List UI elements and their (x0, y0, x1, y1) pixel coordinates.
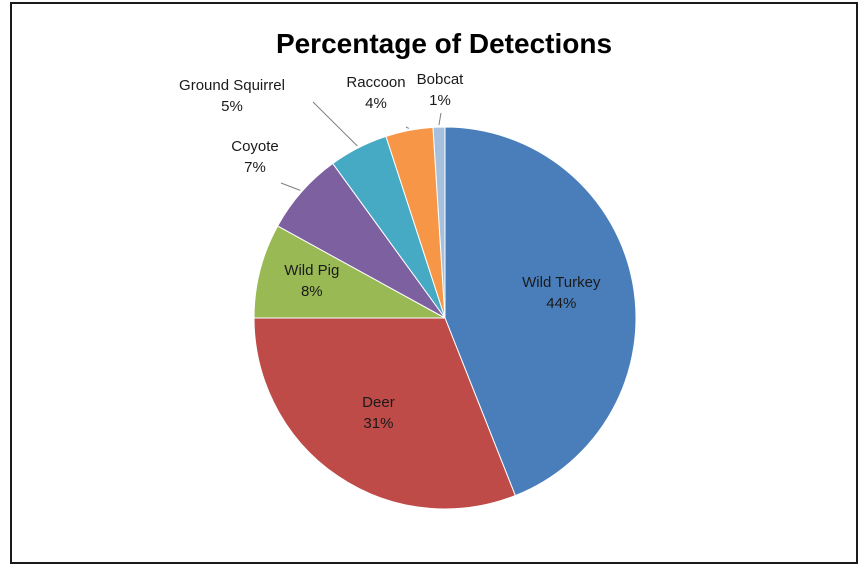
leader-lines (280, 101, 442, 191)
pie-slice-wild-turkey (444, 126, 637, 497)
slice-name-coyote: Coyote (231, 138, 279, 155)
pie-slices (253, 126, 637, 510)
slice-value-coyote: 7% (244, 159, 266, 176)
slice-name-deer: Deer (362, 394, 395, 411)
slice-value-deer: 31% (363, 415, 393, 432)
slice-label-bobcat: Bobcat 1% (417, 71, 465, 109)
slice-label-ground-squirrel: Ground Squirrel 5% (179, 77, 285, 115)
slice-name-bobcat: Bobcat (417, 71, 465, 88)
leader-line-bobcat (438, 112, 442, 126)
slice-name-raccoon: Raccoon (346, 74, 405, 91)
pie-slice-wild-pig (253, 225, 446, 319)
leader-line-raccoon (405, 126, 410, 129)
slice-name-ground-squirrel: Ground Squirrel (179, 77, 285, 94)
slice-label-coyote: Coyote 7% (231, 138, 279, 176)
slice-labels: Wild Turkey 44% Deer 31% Wild Pig 8% Coyote 7% G… (179, 71, 601, 432)
slice-name-wild-pig: Wild Pig (284, 262, 339, 279)
slice-label-deer: Deer 31% (362, 394, 395, 432)
slice-value-raccoon: 4% (365, 95, 387, 112)
slice-value-bobcat: 1% (429, 92, 451, 109)
pie-slice-bobcat (432, 126, 446, 319)
leader-line-ground-squirrel (312, 101, 358, 147)
slice-label-raccoon: Raccoon 4% (346, 74, 405, 112)
slice-label-wild-pig: Wild Pig 8% (284, 262, 339, 300)
leader-line-coyote (280, 182, 301, 191)
slice-name-wild-turkey: Wild Turkey (522, 274, 601, 291)
slice-value-wild-pig: 8% (301, 283, 323, 300)
pie-slice-deer (253, 317, 516, 510)
slice-value-ground-squirrel: 5% (221, 98, 243, 115)
slice-label-wild-turkey: Wild Turkey 44% (522, 274, 601, 312)
slice-value-wild-turkey: 44% (546, 295, 576, 312)
chart-title: Percentage of Detections (275, 28, 613, 59)
